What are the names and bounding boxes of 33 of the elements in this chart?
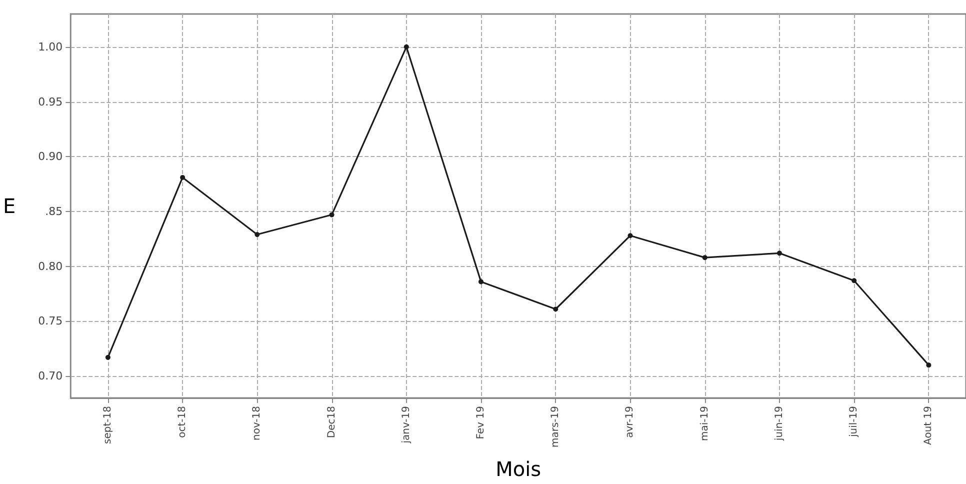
x-tick-label: janv-19 [400,406,412,444]
point [926,362,932,368]
point [553,306,558,312]
x-tick-label: juin-19 [774,406,785,442]
y-tick-label: 0.90 [38,150,63,164]
x-tick-label: juil-19 [848,406,860,438]
y-tick-label: .85 [45,204,63,218]
y-tick-label: 0.95 [38,95,63,108]
point [702,255,708,260]
y-tick-label: 0.70 [38,370,63,383]
point [628,233,633,238]
x-tick-label: mai-19 [699,406,710,441]
y-tick-label: 0.75 [38,314,63,328]
point [105,354,110,360]
x-tick-label: nov-18 [252,406,263,440]
point [404,44,409,50]
x-tick-label: sept-18 [102,406,114,444]
y-axis-title: E [2,194,16,218]
y-tick-label: 0.80 [38,260,63,273]
point [180,174,186,180]
point [852,278,857,284]
y-tick-label: 1.00 [38,40,63,54]
x-tick-label: avr-19 [624,406,636,438]
x-axis-title: Mois [496,457,542,481]
point [478,279,484,284]
x-tick-label: oct-18 [177,406,188,438]
point [776,250,782,256]
point [254,232,260,238]
x-tick-label: mars-19 [550,406,562,448]
x-tick-label: Aout 19 [923,406,934,445]
x-tick-label: Dec18 [326,406,338,438]
point [329,212,334,218]
x-tick-label: Fev 19 [476,406,487,440]
